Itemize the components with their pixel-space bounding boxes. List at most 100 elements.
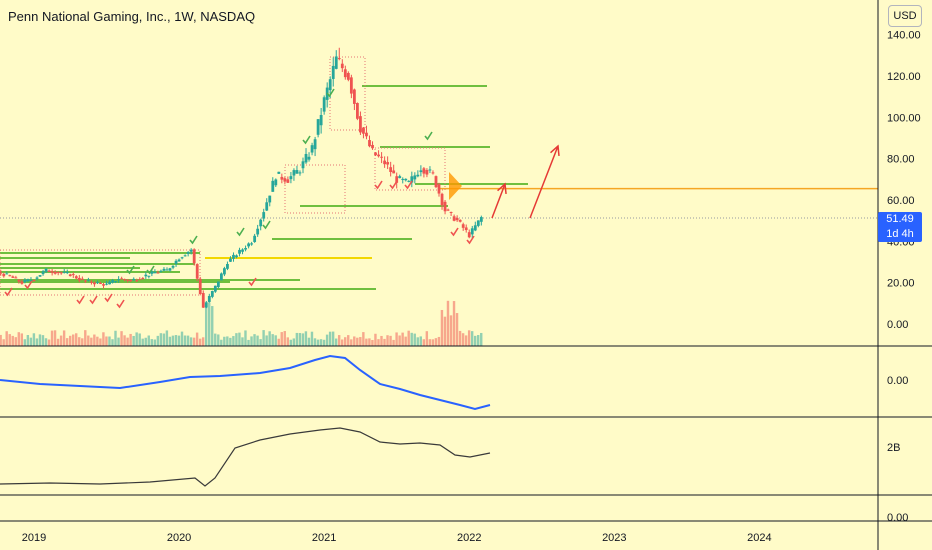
candle-body [229, 258, 232, 262]
arrow-shaft [529, 145, 559, 219]
candle-body [401, 178, 405, 180]
price-candle [413, 172, 417, 184]
volume-bar [365, 338, 368, 346]
price-candle [356, 102, 359, 121]
candle-body [44, 268, 48, 272]
candle-body [392, 170, 396, 174]
pattern-box [374, 147, 446, 191]
volume-bar [96, 336, 99, 346]
volume-bar [180, 331, 184, 346]
volume-bar [135, 332, 138, 346]
volume-bar [84, 330, 87, 346]
time-axis[interactable]: 2019 2020 2021 2022 2023 2024 [22, 532, 772, 544]
candle-body [144, 274, 148, 277]
candle-body [135, 280, 139, 282]
price-candle [80, 276, 84, 281]
volume-bar [443, 316, 447, 346]
price-candle [189, 248, 193, 255]
price-candle [241, 248, 244, 255]
price-candle [392, 164, 396, 174]
price-candle [473, 221, 477, 232]
price-candle [147, 275, 151, 279]
sell-check-icon [404, 180, 413, 190]
price-candle [5, 271, 9, 275]
volume-bar [250, 336, 253, 346]
volume-bar [277, 338, 280, 346]
candle-body [268, 195, 272, 203]
arrow-head [550, 144, 560, 157]
candle-body [90, 281, 93, 283]
volume-bar [356, 337, 359, 346]
price-candle [398, 174, 402, 179]
candle-body [204, 302, 208, 308]
candle-body [307, 156, 311, 160]
volume-bar [223, 336, 226, 346]
volume-bar [47, 339, 51, 346]
volume-bar [331, 331, 335, 346]
volume-bar [265, 335, 268, 346]
buy-check-icon [189, 235, 198, 245]
time-tick-label: 2024 [747, 532, 771, 544]
candle-body [99, 283, 102, 285]
time-tick-label: 2022 [457, 532, 481, 544]
indicator-2-pane [0, 427, 491, 487]
price-candle [283, 176, 287, 185]
price-candle [298, 170, 302, 176]
candle-body [440, 193, 444, 206]
price-candle [310, 142, 314, 156]
candle-body [386, 162, 390, 165]
candle-body [32, 280, 36, 282]
volume-bar [44, 338, 48, 346]
price-candle [129, 279, 133, 283]
price-candle [93, 281, 96, 287]
price-candle [253, 233, 257, 243]
candle-body [2, 273, 6, 277]
candle-body [286, 179, 290, 183]
volume-bar [62, 330, 66, 346]
price-candle [71, 272, 75, 279]
indicator-2-line [0, 427, 491, 487]
candle-body [87, 279, 90, 281]
price-candle [123, 278, 127, 282]
candle-body [368, 140, 371, 147]
candle-body [77, 277, 81, 281]
price-candle [223, 266, 226, 277]
price-candle [53, 270, 57, 275]
candle-body [404, 178, 408, 181]
candle-body [183, 255, 187, 257]
sell-check-icon [89, 295, 98, 305]
candle-body [68, 274, 72, 277]
price-candle [380, 152, 383, 164]
volume-bar [259, 339, 262, 346]
price-candle [216, 281, 220, 289]
candle-body [23, 279, 27, 283]
price-candle [38, 275, 42, 277]
candle-body [461, 224, 465, 228]
price-candle [8, 274, 12, 277]
price-tick-label: 100.00 [887, 112, 921, 124]
price-axis[interactable]: 140.00120.00100.0080.0060.0040.0020.000.… [887, 30, 921, 524]
candle-body [359, 116, 362, 133]
price-candle [74, 275, 78, 280]
price-candle [77, 275, 81, 283]
price-candle [2, 272, 6, 278]
volume-bar [316, 339, 320, 346]
candle-body [346, 72, 350, 80]
price-candle [479, 215, 483, 226]
candle-body [153, 272, 157, 274]
volume-bar [407, 330, 410, 346]
volume-bar [301, 333, 305, 346]
price-candle [295, 165, 299, 174]
volume-bar [283, 331, 286, 346]
candle-body [262, 212, 266, 219]
currency-button[interactable]: USD [888, 5, 922, 27]
indicator-1-pane [0, 354, 491, 411]
volume-bar [473, 335, 477, 346]
volume-bar [353, 336, 356, 346]
candle-body [41, 271, 45, 275]
volume-bar [256, 335, 259, 346]
candle-body [419, 170, 423, 173]
candle-body [59, 272, 63, 274]
